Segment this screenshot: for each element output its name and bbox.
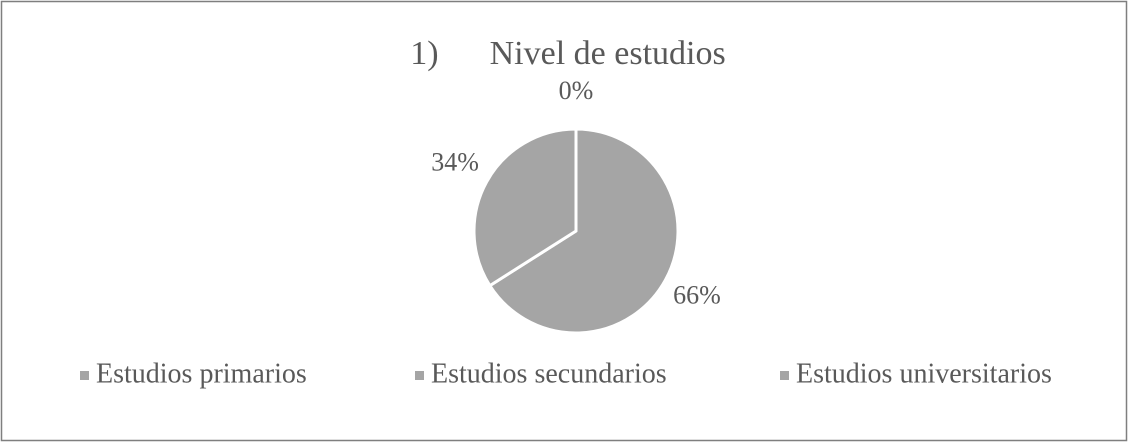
legend-swatch [415, 371, 424, 380]
legend-label: Estudios primarios [96, 358, 307, 389]
legend-label: Estudios universitarios [796, 358, 1052, 389]
legend-swatch [780, 371, 789, 380]
data-label: 34% [431, 147, 479, 176]
legend-swatch [80, 371, 89, 380]
pie-slice [488, 127, 680, 335]
chart-title: 1) Nivel de estudios [410, 35, 725, 72]
data-label: 0% [559, 76, 594, 105]
pie-slice [472, 127, 578, 288]
legend-label: Estudios secundarios [431, 358, 667, 389]
data-label: 66% [673, 280, 721, 309]
